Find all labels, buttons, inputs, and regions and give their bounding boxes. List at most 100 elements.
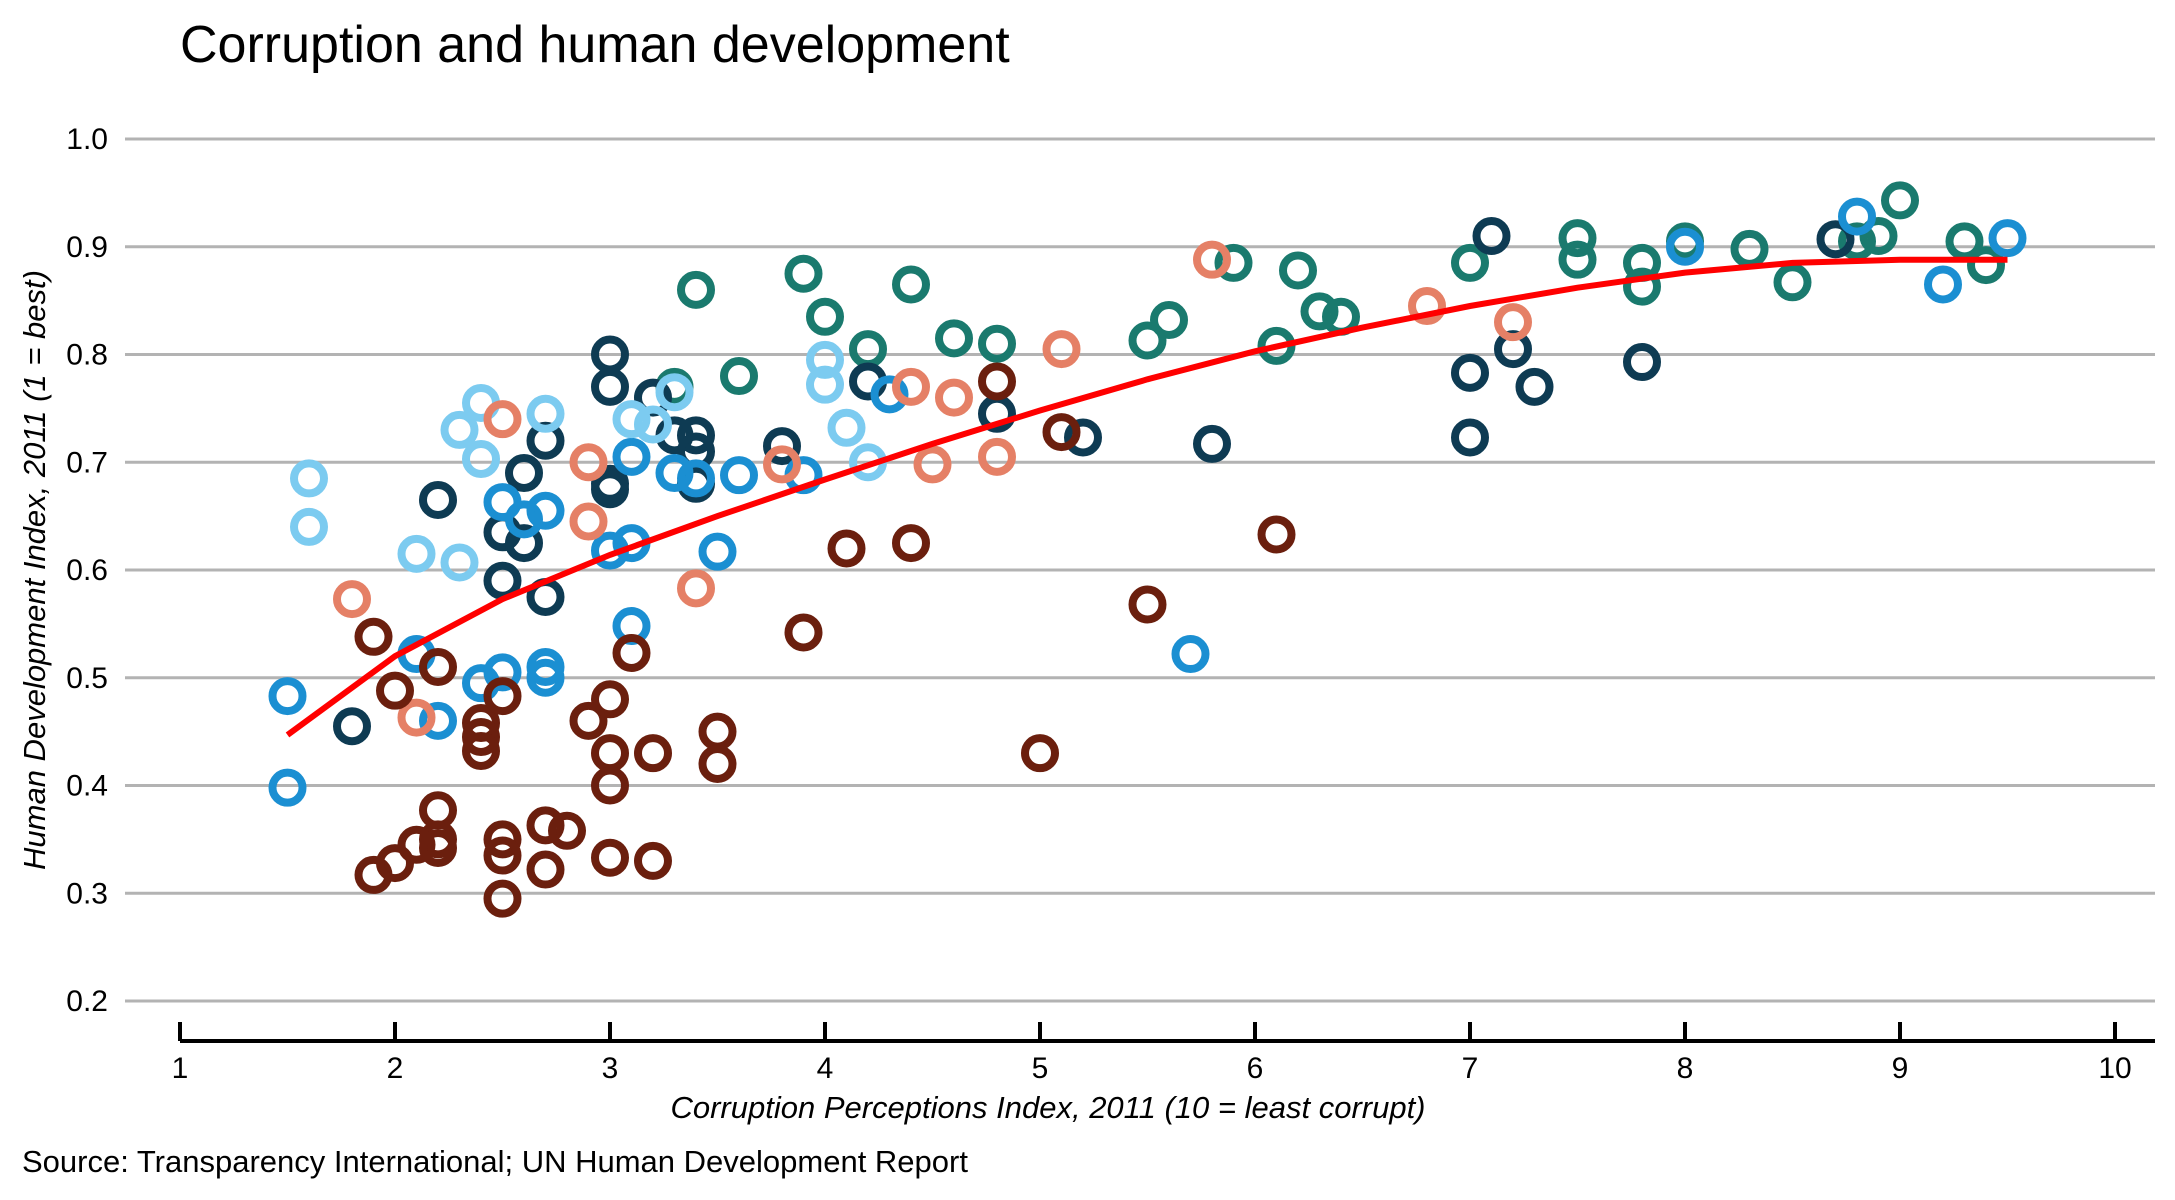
data-point (677, 569, 715, 608)
data-point (1472, 216, 1511, 255)
data-point (1967, 246, 2005, 285)
data-point (268, 768, 307, 807)
data-point (655, 454, 694, 493)
data-point (763, 445, 801, 484)
data-point (1881, 181, 1919, 220)
data-point (913, 445, 952, 484)
data-point (1859, 216, 1898, 255)
data-point (1300, 292, 1339, 331)
data-point (376, 844, 414, 883)
data-point (677, 459, 715, 498)
data-point (892, 265, 930, 304)
data-point (569, 701, 608, 740)
data-point (677, 270, 715, 309)
data-point (784, 254, 823, 293)
data-point (462, 718, 500, 757)
x-tick-label: 8 (1677, 1052, 1694, 1085)
data-point (1193, 424, 1231, 463)
data-point (483, 820, 522, 859)
y-tick-label: 0.4 (66, 770, 108, 803)
data-point (483, 653, 522, 692)
data-point (1666, 227, 1704, 266)
x-tick-label: 3 (602, 1052, 619, 1085)
data-point (1623, 343, 1661, 382)
data-point (1773, 263, 1812, 302)
data-point (419, 828, 457, 867)
x-tick-label: 9 (1892, 1052, 1909, 1085)
data-point (526, 394, 565, 433)
y-tick-labels: 0.2 0.3 0.4 0.5 0.6 0.7 0.8 0.9 1.0 (66, 123, 108, 1018)
data-point (1042, 413, 1081, 452)
data-point (505, 454, 543, 493)
data-point (698, 532, 737, 571)
data-point (419, 701, 457, 740)
data-point (483, 836, 522, 875)
data-point (1128, 585, 1167, 624)
data-point (1558, 219, 1597, 258)
data-point (462, 440, 500, 479)
data-point (1924, 265, 1962, 304)
x-tick-label: 7 (1462, 1052, 1479, 1085)
data-point (698, 712, 737, 751)
data-point (1945, 222, 1984, 261)
data-point (698, 744, 737, 783)
x-tick-label: 6 (1247, 1052, 1264, 1085)
data-point (333, 580, 371, 619)
data-point (591, 734, 629, 773)
data-point (419, 647, 457, 686)
x-tick-label: 5 (1032, 1052, 1049, 1085)
y-tick-label: 0.8 (66, 339, 108, 372)
chart-title: Corruption and human development (180, 16, 1010, 74)
data-point (612, 400, 651, 439)
data-point (548, 811, 586, 850)
y-tick-label: 0.7 (66, 446, 108, 479)
x-tick-label: 4 (817, 1052, 834, 1085)
data-point (1838, 197, 1876, 236)
data-point (1494, 303, 1532, 342)
data-point (1515, 367, 1554, 406)
data-point (569, 443, 608, 482)
data-point (440, 543, 479, 582)
data-point (526, 850, 565, 889)
data-point (483, 879, 522, 918)
data-point (397, 534, 436, 573)
data-point (290, 459, 328, 498)
data-point (612, 437, 651, 476)
y-tick-label: 0.9 (66, 231, 108, 264)
data-point (591, 766, 629, 805)
data-point (849, 330, 887, 369)
data-point (935, 378, 973, 417)
data-point (1730, 229, 1769, 268)
data-point (720, 357, 758, 396)
data-point (1451, 353, 1489, 392)
data-point (1451, 243, 1489, 282)
data-point (806, 297, 844, 336)
data-point (1193, 240, 1231, 279)
data-point (591, 680, 629, 719)
data-point (935, 319, 973, 358)
x-tick-label: 1 (172, 1052, 189, 1085)
data-point (1128, 321, 1167, 360)
data-point (806, 340, 844, 379)
x-tick-label: 2 (387, 1052, 404, 1085)
data-point (720, 456, 758, 495)
data-point (1021, 734, 1059, 773)
data-point (763, 427, 801, 466)
data-point (526, 491, 565, 530)
y-tick-label: 0.6 (66, 554, 108, 587)
data-point (591, 470, 629, 509)
data-point (569, 502, 608, 541)
data-point (483, 561, 522, 600)
data-point (655, 373, 694, 412)
data-point (827, 529, 866, 568)
data-point (376, 671, 414, 710)
data-point (1623, 267, 1661, 306)
data-point (591, 367, 629, 406)
scatter-points (268, 181, 2027, 918)
data-point (591, 838, 629, 877)
data-point (1214, 243, 1253, 282)
data-point (483, 400, 522, 439)
data-point (1558, 240, 1597, 279)
data-point (1816, 220, 1855, 259)
